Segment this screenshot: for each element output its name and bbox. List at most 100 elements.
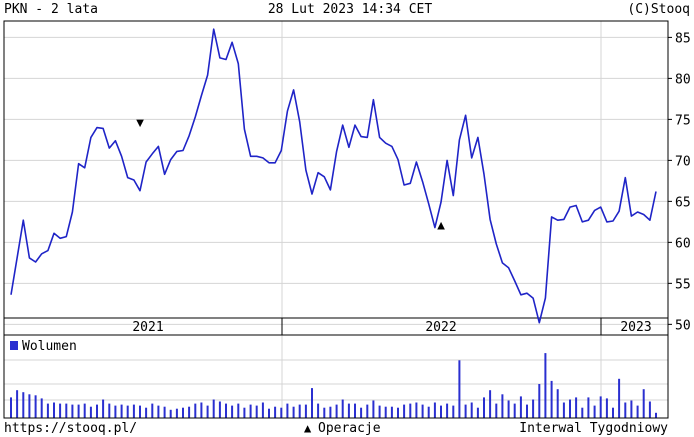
volume-bar bbox=[347, 403, 350, 418]
volume-bar bbox=[59, 403, 62, 418]
volume-bar bbox=[501, 394, 504, 418]
volume-bar bbox=[249, 404, 252, 418]
footer-interval: Interwal Tygodniowy bbox=[519, 421, 668, 436]
volume-bar bbox=[145, 407, 148, 418]
volume-bar bbox=[470, 402, 473, 418]
volume-bar bbox=[114, 405, 117, 418]
volume-bar bbox=[550, 380, 553, 418]
volume-bar bbox=[255, 405, 258, 418]
volume-bar bbox=[83, 403, 86, 418]
volume-legend-swatch bbox=[10, 341, 18, 350]
volume-bar bbox=[513, 403, 516, 418]
volume-bar bbox=[96, 404, 98, 418]
volume-bar bbox=[630, 400, 633, 418]
volume-bar bbox=[311, 388, 313, 418]
volume-bar bbox=[575, 397, 578, 418]
volume-bar bbox=[65, 403, 68, 418]
volume-bar bbox=[427, 406, 430, 418]
volume-bar bbox=[317, 403, 320, 418]
volume-bar bbox=[397, 407, 399, 418]
volume-bar bbox=[483, 397, 485, 418]
volume-bar bbox=[446, 403, 449, 418]
volume-bar bbox=[476, 407, 479, 418]
volume-bar bbox=[366, 404, 369, 418]
volume-bar bbox=[169, 409, 172, 418]
volume-bar bbox=[593, 405, 596, 418]
volume-panel-frame bbox=[3, 334, 669, 419]
volume-bar bbox=[218, 401, 221, 418]
year-label: 2023 bbox=[620, 320, 651, 335]
volume-bar bbox=[415, 402, 418, 418]
volume-bar bbox=[581, 407, 584, 418]
volume-bar bbox=[556, 389, 559, 418]
volume-bar bbox=[225, 403, 227, 418]
price-line bbox=[10, 28, 657, 324]
volume-bar bbox=[298, 404, 301, 418]
price-panel-frame bbox=[3, 20, 669, 336]
price-tick-label: 60 bbox=[675, 236, 691, 251]
volume-bar bbox=[495, 403, 498, 418]
volume-bar bbox=[286, 403, 289, 418]
volume-bar bbox=[384, 406, 387, 418]
volume-bar bbox=[372, 400, 375, 418]
volume-bar bbox=[605, 398, 608, 418]
volume-bar bbox=[237, 403, 240, 418]
volume-bar bbox=[390, 406, 393, 418]
volume-bar bbox=[132, 404, 135, 418]
volume-bar bbox=[354, 403, 356, 418]
volume-bar bbox=[102, 399, 105, 418]
volume-bars bbox=[10, 353, 657, 418]
volume-bar bbox=[464, 404, 467, 418]
footer-operations-label: Operacje bbox=[318, 421, 381, 436]
volume-bar bbox=[440, 405, 442, 418]
volume-bar bbox=[53, 402, 55, 418]
volume-bar bbox=[243, 407, 246, 418]
volume-bar bbox=[268, 408, 270, 418]
volume-bar bbox=[34, 395, 37, 418]
volume-bar bbox=[163, 406, 166, 418]
sell-marker: ▼ bbox=[134, 115, 147, 130]
volume-bar bbox=[157, 405, 160, 418]
volume-bar bbox=[77, 404, 80, 418]
price-tick-label: 75 bbox=[675, 113, 691, 128]
volume-bar bbox=[108, 403, 111, 418]
footer-url[interactable]: https://stooq.pl/ bbox=[4, 421, 137, 436]
volume-bar bbox=[71, 404, 74, 418]
volume-bar bbox=[16, 390, 19, 418]
volume-bar bbox=[194, 403, 197, 418]
volume-bar bbox=[323, 407, 326, 418]
volume-bar bbox=[261, 402, 264, 418]
volume-bar bbox=[648, 401, 651, 418]
volume-bar bbox=[120, 404, 123, 418]
volume-bar bbox=[655, 412, 657, 418]
price-axis-ticks: 50 55 60 65 70 75 80 85 bbox=[668, 31, 691, 333]
volume-bar bbox=[421, 404, 424, 418]
volume-bar bbox=[206, 405, 209, 418]
volume-bar bbox=[341, 399, 344, 418]
volume-bar bbox=[28, 394, 31, 418]
volume-bar bbox=[409, 403, 412, 418]
volume-bar bbox=[126, 405, 129, 418]
header-symbol-period: PKN - 2 lata bbox=[4, 2, 98, 17]
year-label: 2022 bbox=[425, 320, 456, 335]
volume-bar bbox=[612, 407, 614, 418]
volume-bar bbox=[151, 403, 154, 418]
footer-operations-triangle: ▲ bbox=[304, 421, 312, 435]
year-label-band: 2021 2022 2023 bbox=[4, 317, 668, 335]
volume-bar bbox=[519, 396, 522, 418]
price-tick-label: 55 bbox=[675, 277, 691, 292]
volume-bar bbox=[489, 390, 492, 418]
year-label: 2021 bbox=[132, 320, 163, 335]
price-tick-label: 85 bbox=[675, 31, 691, 46]
volume-bar bbox=[139, 405, 141, 418]
volume-bar bbox=[538, 384, 541, 418]
volume-bar bbox=[212, 399, 215, 418]
volume-bar bbox=[182, 407, 184, 418]
volume-bar bbox=[378, 405, 381, 418]
volume-bar bbox=[304, 404, 307, 418]
header-copyright: (C)Stooq bbox=[627, 2, 690, 17]
volume-bar bbox=[618, 378, 621, 418]
price-tick-label: 65 bbox=[675, 195, 691, 210]
